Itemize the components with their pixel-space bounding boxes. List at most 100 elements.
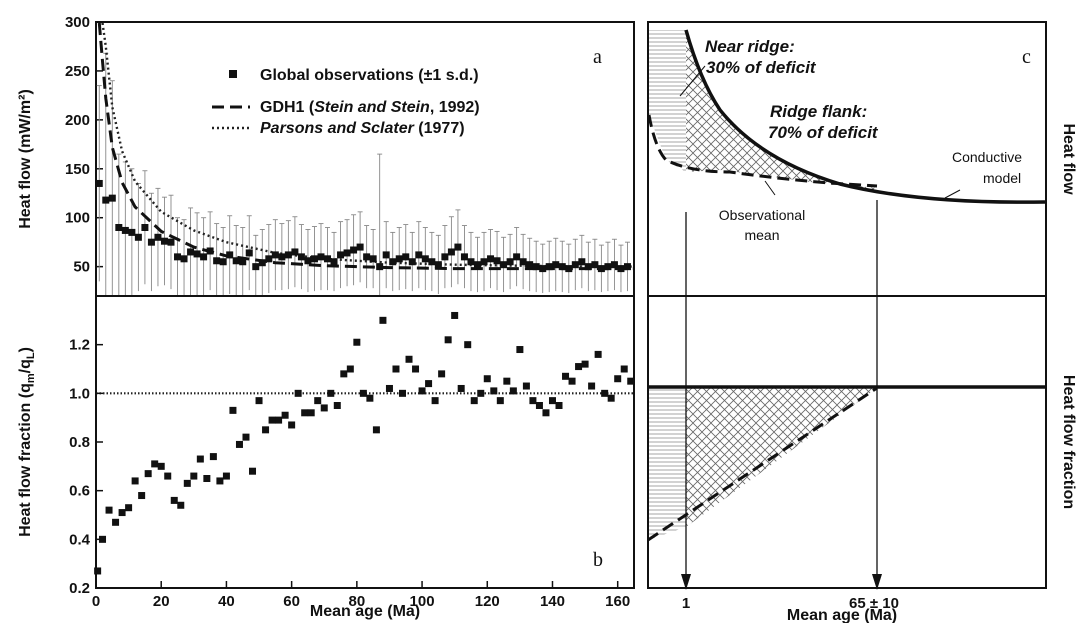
fraction-point: [327, 389, 335, 397]
observational-label-2: mean: [744, 227, 779, 243]
conductive-model-curve: [684, 29, 1046, 204]
near-ridge-area-bottom: [648, 388, 686, 540]
observation-point: [278, 253, 286, 261]
observation-point: [428, 258, 436, 266]
fraction-point: [425, 380, 433, 388]
observation-point: [128, 228, 136, 236]
observation-point: [571, 261, 579, 269]
fraction-point: [125, 504, 133, 512]
fraction-point: [307, 409, 315, 417]
fraction-point: [372, 426, 380, 434]
observation-point: [604, 263, 612, 271]
observation-point: [382, 251, 390, 259]
observation-point: [539, 265, 547, 273]
y-tick-label: 50: [73, 259, 90, 276]
fraction-point: [281, 411, 289, 419]
observation-point: [415, 251, 423, 259]
observation-point: [623, 263, 631, 271]
y-tick-label: 1.0: [69, 385, 90, 402]
observation-point: [154, 233, 162, 241]
fraction-point: [535, 402, 543, 409]
legend-gdh1-c: , 1992): [430, 99, 480, 116]
observation-point: [493, 257, 501, 265]
observation-point: [356, 243, 364, 251]
observation-point: [447, 248, 455, 256]
fraction-point: [99, 535, 107, 543]
y-tick-label: 200: [65, 112, 90, 129]
fraction-point: [353, 338, 361, 346]
observation-point: [239, 258, 247, 266]
observation-point: [180, 255, 188, 263]
observation-point: [297, 253, 305, 261]
fraction-point: [594, 350, 602, 358]
fraction-point: [196, 455, 204, 463]
fraction-point: [170, 496, 178, 504]
observation-point: [337, 251, 345, 259]
observation-point: [552, 261, 560, 269]
fraction-point: [444, 336, 452, 344]
fraction-point: [164, 472, 172, 480]
near-ridge-leader: [679, 65, 706, 97]
observation-point: [115, 224, 123, 231]
observation-point: [258, 259, 266, 267]
fraction-point: [144, 470, 152, 478]
panel-a-observations: [95, 179, 631, 273]
legend-parsons-b: (1977): [414, 120, 465, 137]
fraction-point: [412, 365, 420, 373]
observation-point: [95, 179, 103, 187]
legend-entry-observations: Global observations (±1 s.d.): [260, 67, 479, 84]
parsons-sclater-curve: [101, 22, 634, 268]
observation-point: [584, 263, 592, 271]
ridge-flank-label: Ridge flank:: [770, 102, 867, 121]
x-tick-label: 40: [218, 593, 235, 610]
panel-b: 0.2 0.4 0.6 0.8 1.0 1.2 0 20 40 60 80 100 120 140 160…: [17, 295, 635, 620]
fraction-point: [366, 394, 374, 402]
fraction-point: [431, 397, 439, 405]
observation-point: [578, 258, 586, 266]
observation-point: [591, 261, 599, 269]
fraction-point: [235, 440, 243, 448]
fraction-point: [601, 389, 609, 397]
panel-b-points: [94, 311, 635, 575]
fraction-point: [516, 346, 524, 354]
fraction-point: [216, 477, 224, 485]
observation-point: [245, 249, 253, 257]
observation-point: [291, 248, 299, 256]
legend-gdh1-a: GDH1 (: [260, 99, 315, 116]
fraction-point: [333, 402, 341, 409]
observational-leader: [764, 180, 776, 196]
observation-point: [108, 194, 116, 202]
observation-point: [121, 226, 129, 234]
fraction-point: [490, 387, 498, 395]
legend-entry-gdh1: GDH1 (Stein and Stein, 1992): [260, 99, 480, 116]
ridge-flank-area-bottom: [686, 388, 877, 527]
fraction-point: [522, 382, 530, 390]
fraction-point: [555, 402, 563, 409]
panel-c-tick-65: 65 ± 10: [849, 595, 899, 612]
observation-point: [460, 253, 468, 261]
observation-point: [421, 255, 429, 263]
fraction-point: [190, 472, 198, 480]
observation-point: [565, 265, 573, 273]
fraction-point: [157, 462, 165, 470]
fraction-point: [483, 375, 491, 383]
observation-point: [219, 258, 227, 266]
arrow-1-head: [681, 574, 691, 590]
fraction-point: [477, 389, 485, 397]
panel-a-legend: Global observations (±1 s.d.) GDH1 (Stei…: [212, 67, 480, 137]
arrow-65-head: [872, 574, 882, 590]
panel-c: Near ridge: 30% of deficit Ridge flank: …: [647, 21, 1077, 623]
panel-c-right-title-top: Heat flow: [1060, 123, 1077, 195]
legend-gdh1-b: Stein and Stein: [314, 99, 430, 116]
y-tick-label: 300: [65, 14, 90, 31]
fraction-point: [346, 365, 354, 373]
observation-point: [506, 258, 514, 266]
y-tick-label: 100: [65, 210, 90, 227]
y-tick-label: 0.8: [69, 434, 90, 451]
observation-point: [500, 261, 508, 269]
fraction-point: [183, 479, 191, 487]
fraction-point: [451, 311, 459, 319]
x-tick-label: 60: [283, 593, 300, 610]
observation-point: [187, 248, 195, 256]
fraction-point: [249, 467, 257, 475]
